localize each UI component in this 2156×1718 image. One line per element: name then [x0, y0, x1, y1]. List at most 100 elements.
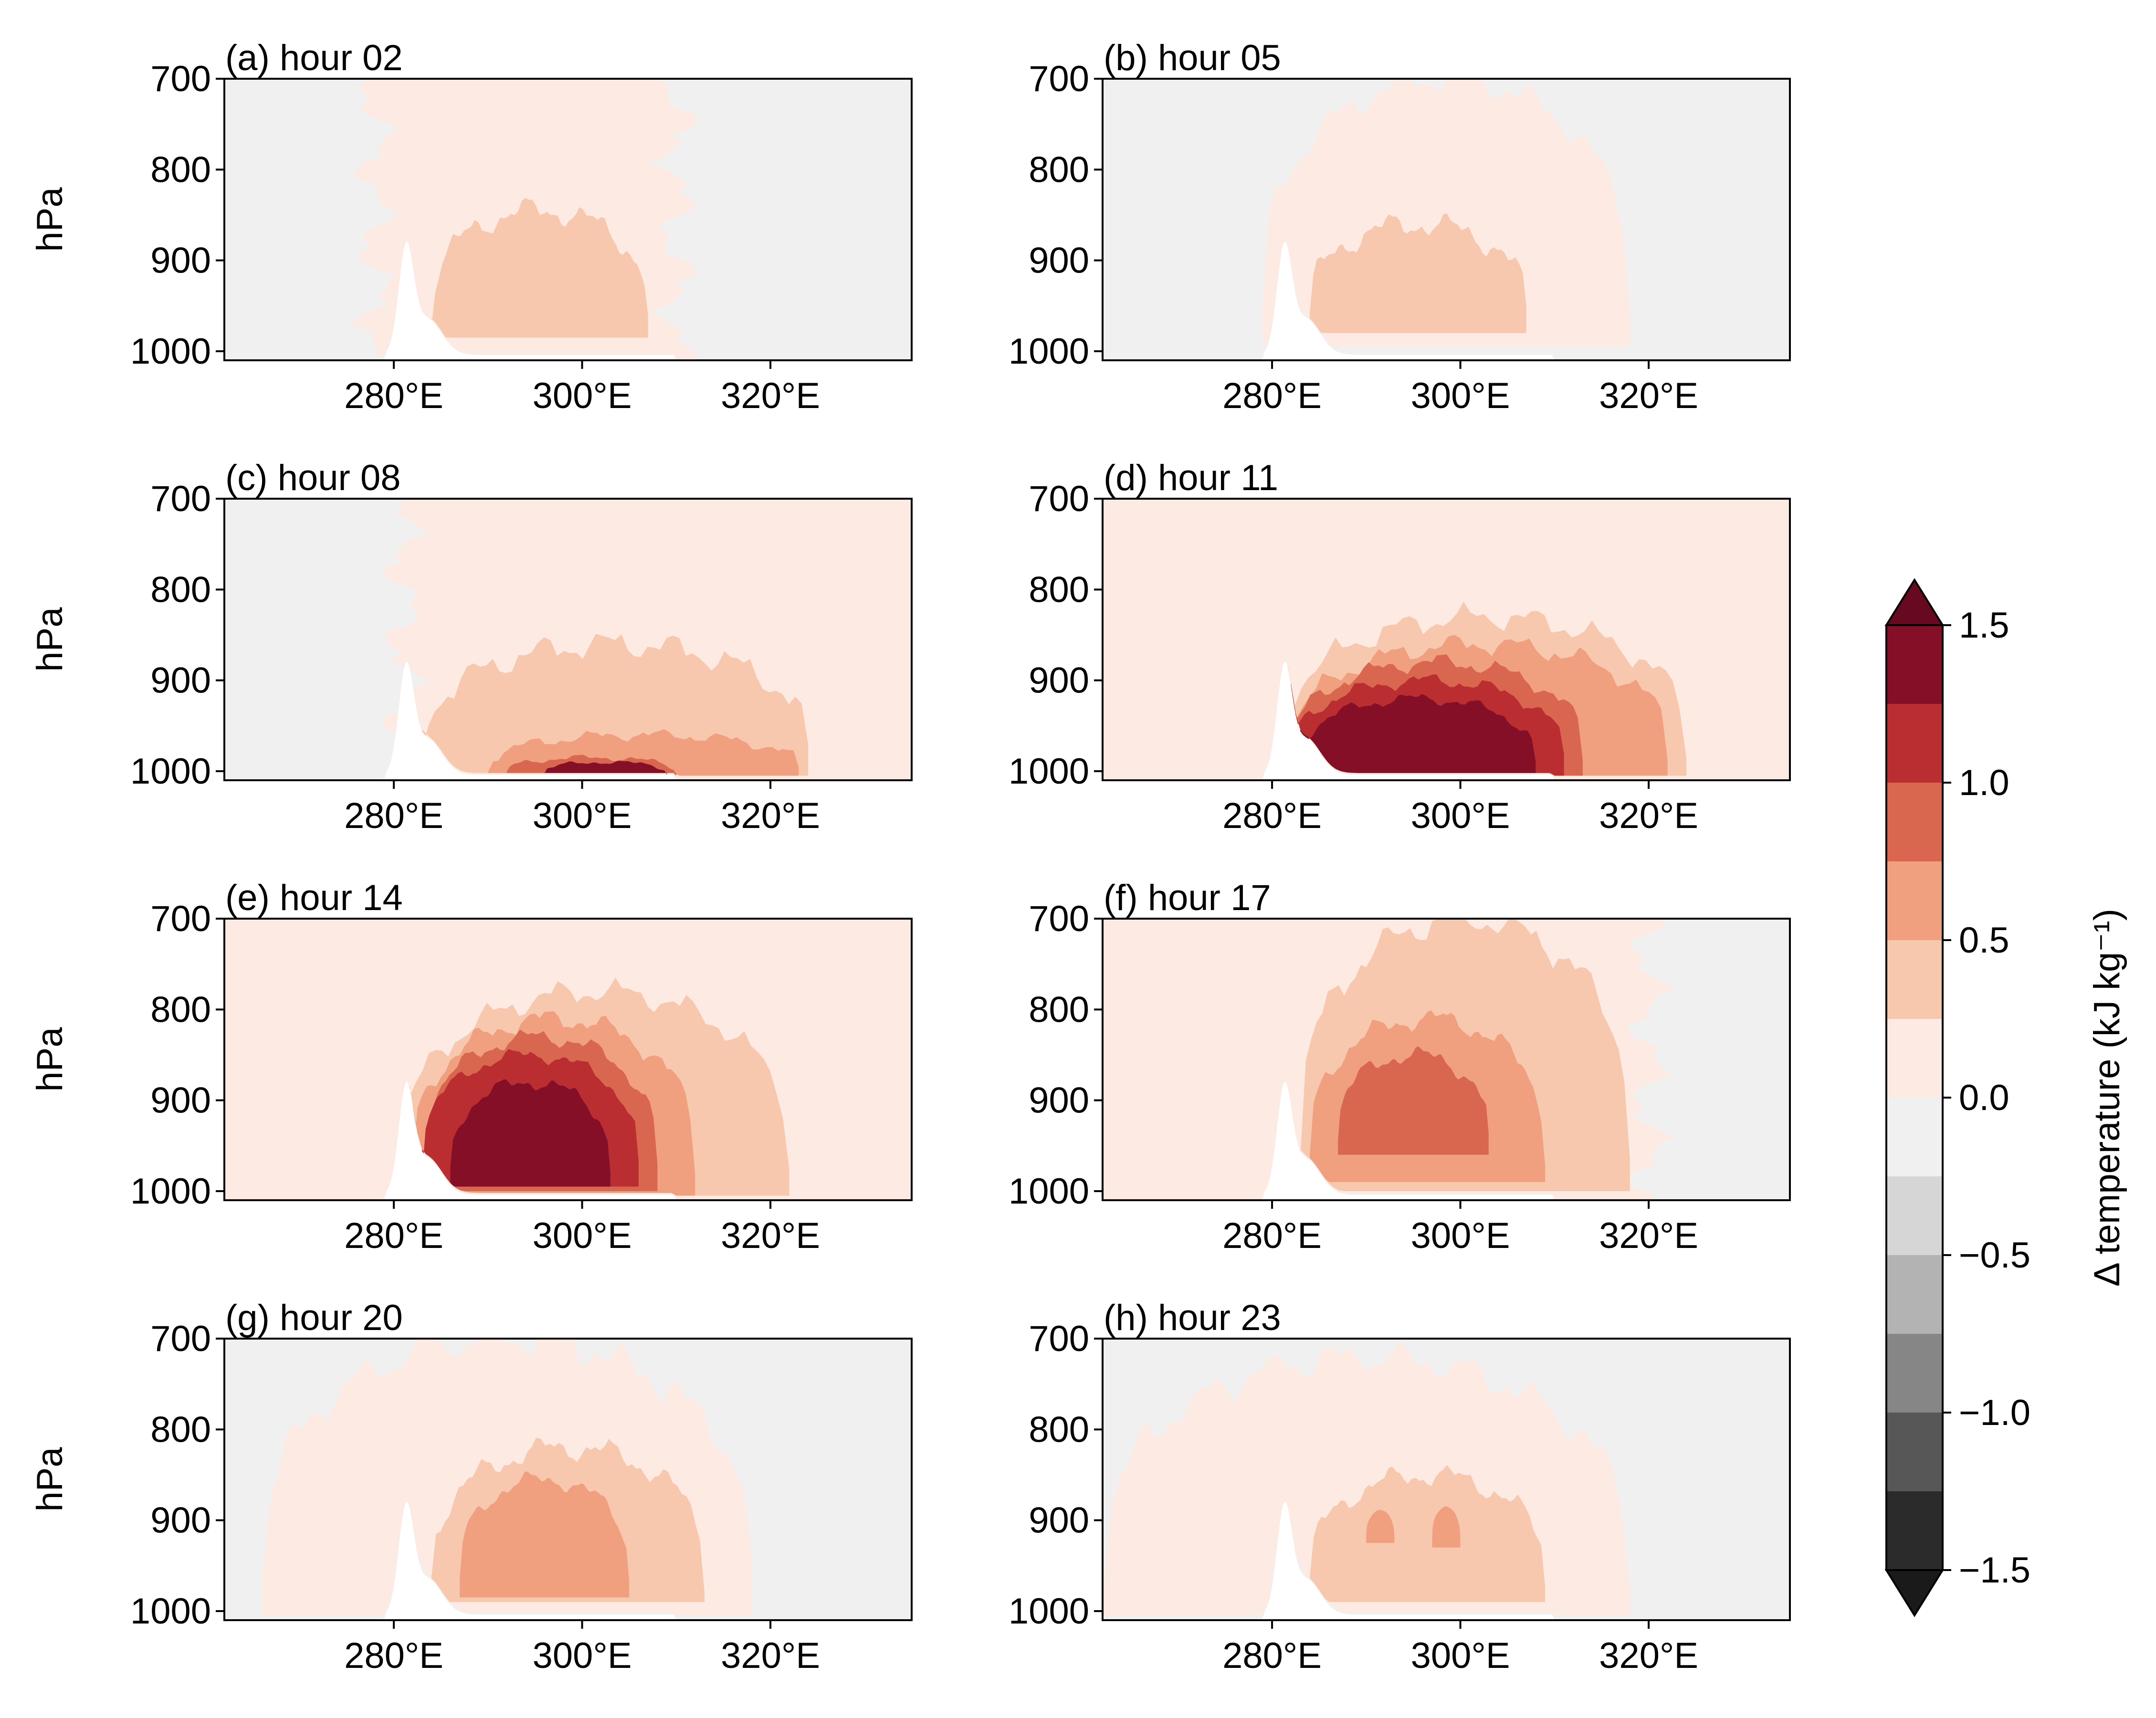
y-tick-label: 1000	[1009, 1171, 1089, 1212]
panel-title: (d) hour 11	[1104, 458, 1278, 498]
axes-frame	[1102, 78, 1791, 361]
x-tick-label: 280°E	[1222, 796, 1322, 836]
contour-field	[224, 1339, 912, 1620]
colorbar-swatch	[1886, 1334, 1943, 1413]
y-tick-label: 1000	[130, 751, 211, 792]
panel-g: 700 800 900 1000 280°E 300°E 320°E (g) hour 20 h…	[30, 1298, 913, 1676]
panel-b: 700 800 900 1000 280°E 300°E 320°E (b) hour 05	[1009, 38, 1791, 416]
contour-level-8	[460, 1471, 630, 1598]
x-tick-label: 300°E	[1411, 1635, 1510, 1676]
y-tick-label: 1000	[1009, 1591, 1089, 1632]
y-tick-label: 700	[1029, 899, 1089, 939]
colorbar-swatch	[1886, 1255, 1943, 1334]
y-tick-label: 700	[1029, 479, 1089, 519]
axes-frame	[223, 1338, 913, 1621]
axes-frame	[223, 918, 913, 1201]
panel-e: 700 800 900 1000 280°E 300°E 320°E (e) hour 14 h…	[30, 878, 913, 1256]
colorbar-swatch	[1886, 704, 1943, 783]
y-tick-label: 1000	[1009, 331, 1089, 372]
axes-frame	[1102, 498, 1791, 781]
colorbar-swatch	[1886, 1098, 1943, 1176]
y-tick-label: 1000	[130, 1591, 211, 1632]
x-tick-label: 320°E	[721, 796, 820, 836]
colorbar-tick-label: 1.5	[1959, 605, 2009, 646]
y-tick-label: 800	[1029, 149, 1089, 190]
y-tick-label: 800	[150, 569, 211, 610]
terrain-mask	[224, 662, 912, 780]
contour-level-7	[1310, 1465, 1546, 1602]
panel-d: 700 800 900 1000 280°E 300°E 320°E (d) hour 11	[1009, 458, 1791, 836]
contour-level-8	[1432, 1506, 1461, 1548]
axes-frame	[223, 78, 913, 361]
axes-frame	[1102, 1338, 1791, 1621]
colorbar-swatch	[1886, 1491, 1943, 1570]
terrain-mask	[1103, 242, 1790, 360]
x-tick-label: 280°E	[344, 376, 443, 416]
panel-title: (b) hour 05	[1104, 38, 1281, 78]
colorbar-extend-max	[1884, 578, 1945, 626]
x-tick-label: 280°E	[344, 796, 443, 836]
y-tick-label: 900	[150, 1500, 211, 1541]
contour-level-9	[1338, 1046, 1489, 1155]
y-tick-label: 800	[150, 989, 211, 1030]
colorbar-tick-label: −1.0	[1959, 1393, 2030, 1433]
colorbar-extend-min	[1884, 1569, 1945, 1617]
x-tick-label: 320°E	[721, 1635, 820, 1676]
terrain-mask	[224, 242, 912, 360]
colorbar-swatch	[1886, 940, 1943, 1019]
contour-level-11	[544, 761, 667, 775]
y-tick-label: 700	[150, 1319, 211, 1359]
x-tick-label: 300°E	[533, 1215, 632, 1256]
x-tick-label: 280°E	[344, 1215, 443, 1256]
panels: 700 800 900 1000 280°E 300°E 320°E (a) hour 02 h…	[30, 38, 1791, 1676]
terrain-mask	[224, 1502, 912, 1620]
y-axis-label: hPa	[30, 607, 70, 672]
contour-level-5	[649, 79, 912, 360]
x-tick-label: 320°E	[1599, 376, 1698, 416]
terrain-mask	[1103, 1082, 1790, 1200]
y-tick-label: 800	[150, 149, 211, 190]
colorbar-tick-label: 0.0	[1959, 1078, 2009, 1118]
terrain-mask	[224, 1082, 912, 1200]
contour-level-5	[224, 499, 431, 780]
panel-c: 700 800 900 1000 280°E 300°E 320°E (c) hour 08 h…	[30, 458, 913, 836]
x-tick-label: 320°E	[1599, 1635, 1698, 1676]
panel-title: (e) hour 14	[225, 878, 403, 918]
panel-title: (a) hour 02	[225, 38, 403, 78]
colorbar-swatch	[1886, 625, 1943, 704]
colorbar-swatch	[1886, 861, 1943, 940]
x-tick-label: 300°E	[1411, 376, 1510, 416]
x-tick-label: 320°E	[721, 376, 820, 416]
y-axis-label: hPa	[30, 187, 70, 252]
y-tick-label: 1000	[1009, 751, 1089, 792]
colorbar-tick-label: 1.0	[1959, 763, 2009, 803]
y-tick-label: 900	[150, 241, 211, 281]
colorbar: 1.5 1.0 0.5 0.0 −0.5 −1.0 −1.5 Δ temperature (k…	[1884, 578, 2127, 1617]
colorbar-tick-label: 0.5	[1959, 920, 2009, 961]
y-tick-label: 800	[1029, 569, 1089, 610]
colorbar-swatch	[1886, 1413, 1943, 1491]
x-tick-label: 280°E	[1222, 376, 1322, 416]
contour-field	[224, 919, 912, 1200]
x-tick-label: 320°E	[721, 1215, 820, 1256]
y-tick-label: 1000	[130, 331, 211, 372]
x-tick-label: 320°E	[1599, 796, 1698, 836]
contour-field	[1103, 1339, 1790, 1620]
axes-frame	[1102, 918, 1791, 1201]
colorbar-swatch	[1886, 1019, 1943, 1098]
contour-level-7	[1310, 213, 1526, 333]
contour-level-5	[1629, 919, 1790, 1200]
contour-level-7	[431, 198, 648, 338]
panel-title: (g) hour 20	[225, 1298, 403, 1338]
x-tick-label: 280°E	[344, 1635, 443, 1676]
panel-title: (f) hour 17	[1104, 878, 1271, 918]
contour-field	[1103, 79, 1790, 360]
terrain-mask	[1103, 662, 1790, 780]
y-tick-label: 700	[150, 59, 211, 99]
y-tick-label: 900	[1029, 660, 1089, 701]
y-tick-label: 700	[150, 479, 211, 519]
y-tick-label: 900	[150, 1080, 211, 1121]
panel-title: (h) hour 23	[1104, 1298, 1281, 1338]
panel-h: 700 800 900 1000 280°E 300°E 320°E (h) hour 23	[1009, 1298, 1791, 1676]
